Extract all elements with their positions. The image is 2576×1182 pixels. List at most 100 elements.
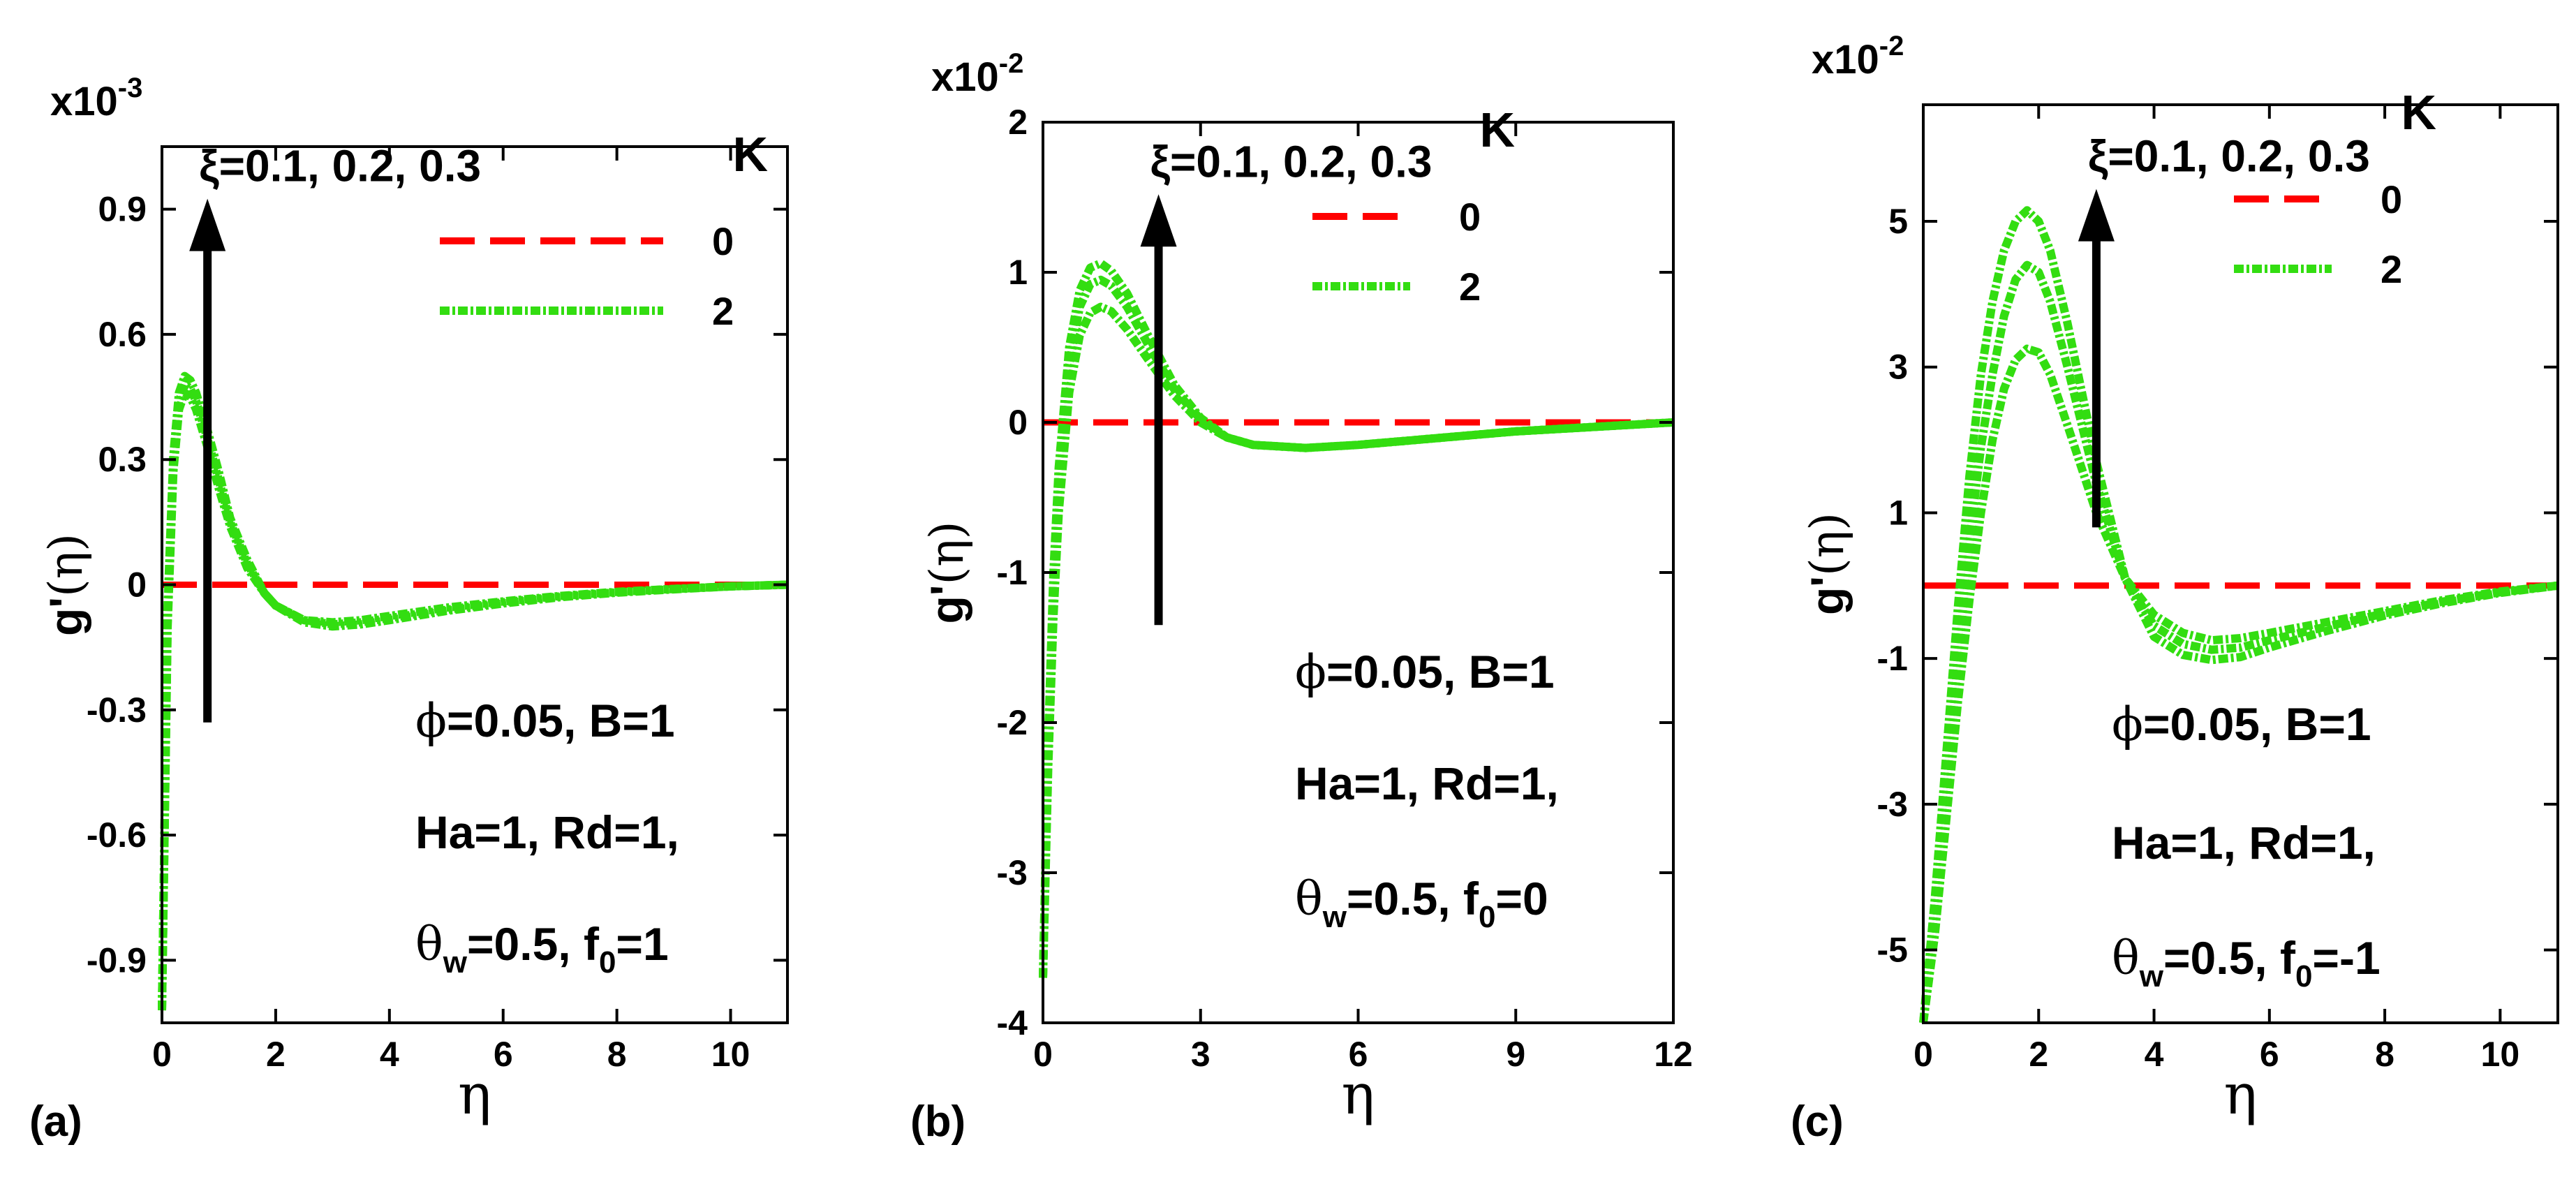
legend-label: 0 [712, 219, 734, 263]
y-tick-label: -1 [997, 553, 1028, 592]
multiplier-exponent: -2 [999, 48, 1024, 79]
y-tick-label: -1 [1877, 639, 1908, 678]
panel-label: (c) [1791, 1098, 1844, 1146]
y-tick-label: 1 [1008, 253, 1028, 292]
annotation-text: =0.05, B=1 [1326, 646, 1555, 697]
x-tick-label: 8 [2375, 1035, 2394, 1074]
annotation-subscript: 0 [599, 945, 616, 980]
series-line-k2-xi-1 [1919, 344, 2559, 1024]
axis-multiplier: x10-3 [50, 73, 142, 124]
y-axis-label: g'(η) [920, 521, 974, 623]
annotation-text: =0.5, f [1347, 873, 1479, 924]
annotation-subscript: 0 [1479, 900, 1495, 934]
y-tick-label: -0.6 [87, 815, 147, 855]
parameter-annotation-1: Ha=1, Rd=1, [415, 806, 679, 858]
parameter-annotation-0: ϕ=0.05, B=1 [1295, 645, 1555, 699]
multiplier-base: x10 [1812, 37, 1879, 82]
axis-multiplier: x10-2 [1812, 31, 1904, 82]
xi-arrow-label: ξ=0.1, 0.2, 0.3 [2088, 131, 2370, 182]
series-line-k2-xi-3 [1039, 259, 1674, 978]
annotation-symbol: ϕ [1295, 645, 1326, 699]
multiplier-exponent: -3 [118, 73, 143, 103]
annotation-symbol: θ [2112, 931, 2140, 985]
parameter-annotation-0: ϕ=0.05, B=1 [415, 694, 675, 748]
x-tick-label: 8 [607, 1035, 627, 1074]
y-tick-label: 0 [1008, 403, 1028, 442]
panel-label: (b) [910, 1098, 965, 1146]
annotation-subscript: w [2139, 959, 2164, 993]
x-axis-label: η [2224, 1062, 2258, 1127]
legend-title: K [1479, 103, 1515, 157]
y-axis-label: g'(η) [39, 533, 93, 636]
y-tick-label: -5 [1877, 931, 1908, 970]
y-tick-label: -3 [997, 853, 1028, 892]
annotation-symbol: θ [415, 917, 443, 971]
x-tick-label: 2 [266, 1035, 286, 1074]
parameter-annotation-1: Ha=1, Rd=1, [1295, 758, 1559, 809]
y-tick-label: -0.9 [87, 940, 147, 980]
legend-title: K [2401, 85, 2436, 140]
multiplier-exponent: -2 [1879, 31, 1904, 61]
annotation-text: =1 [616, 918, 668, 970]
legend-label: 2 [2381, 247, 2402, 291]
series-line-k2-xi-3 [158, 371, 788, 1011]
y-axis-label-main: g' [1801, 576, 1853, 615]
annotation-subscript: 0 [2295, 959, 2312, 993]
annotation-symbol: ϕ [415, 694, 447, 748]
xi-arrow-head [189, 198, 226, 251]
annotation-text: =0 [1495, 873, 1548, 924]
y-axis-label: g'(η) [1800, 512, 1854, 615]
panel-a: 0 2 4 6 8 10 -0.9 -0.6 -0.3 0 0.3 0.6 0.9 x10-3 g'(η) η… [29, 73, 789, 1146]
x-tick-label: 0 [1914, 1035, 1933, 1074]
x-tick-label: 6 [494, 1035, 513, 1074]
x-tick-label: 4 [380, 1035, 399, 1074]
y-tick-label: 2 [1008, 103, 1028, 142]
y-axis-label-arg: (η) [920, 521, 974, 584]
x-tick-label: 0 [152, 1035, 172, 1074]
annotation-symbol: θ [1295, 872, 1323, 926]
parameter-annotation-2: θw=0.5, f0=-1 [2112, 931, 2381, 993]
x-tick-label: 10 [2481, 1035, 2520, 1074]
y-tick-label: 0.9 [98, 190, 147, 229]
y-tick-label: 1 [1888, 493, 1908, 532]
panel-label: (a) [29, 1098, 82, 1146]
parameter-annotation-2: θw=0.5, f0=0 [1295, 872, 1548, 934]
legend-title: K [732, 127, 768, 182]
series-line-k2-xi-3 [1919, 206, 2559, 1024]
legend-label: 0 [2381, 177, 2402, 221]
series-line-k2-xi-2 [1919, 260, 2559, 1024]
axes-frame [1922, 103, 2559, 1024]
multiplier-base: x10 [50, 79, 118, 124]
x-tick-label: 2 [2029, 1035, 2048, 1074]
annotation-subscript: w [443, 945, 468, 980]
xi-arrow-label: ξ=0.1, 0.2, 0.3 [199, 141, 481, 191]
y-tick-label: -4 [997, 1003, 1028, 1042]
multiplier-base: x10 [931, 54, 999, 100]
xi-arrow-head [1140, 194, 1177, 247]
annotation-text: =0.5, f [467, 918, 600, 970]
annotation-symbol: ϕ [2112, 697, 2143, 751]
panel-c: 0 2 4 6 8 10 -5 -3 -1 1 3 5 x10-2 g'(η) η (c) ξ=0.1, 0.2… [1791, 31, 2559, 1146]
annotation-text: Ha=1, Rd=1, [2112, 817, 2376, 869]
annotation-text: Ha=1, Rd=1, [415, 806, 679, 858]
y-tick-label: 0.6 [98, 315, 147, 354]
annotation-text: =-1 [2312, 932, 2380, 984]
x-tick-label: 0 [1033, 1035, 1053, 1074]
y-axis-label-arg: (η) [1800, 512, 1854, 576]
xi-arrow-head [2078, 189, 2115, 242]
y-axis-label-main: g' [40, 597, 91, 636]
x-tick-label: 12 [1654, 1035, 1693, 1074]
legend-label: 0 [1459, 195, 1481, 239]
parameter-annotation-1: Ha=1, Rd=1, [2112, 817, 2376, 869]
annotation-subscript: w [1322, 900, 1347, 934]
x-tick-label: 4 [2145, 1035, 2164, 1074]
x-tick-label: 9 [1506, 1035, 1525, 1074]
annotation-text: Ha=1, Rd=1, [1295, 758, 1559, 809]
y-axis-label-main: g' [921, 585, 972, 624]
legend-label: 2 [712, 289, 734, 333]
x-axis-label: η [1342, 1062, 1375, 1127]
parameter-annotation-2: θw=0.5, f0=1 [415, 917, 669, 980]
y-tick-label: -0.3 [87, 690, 147, 730]
